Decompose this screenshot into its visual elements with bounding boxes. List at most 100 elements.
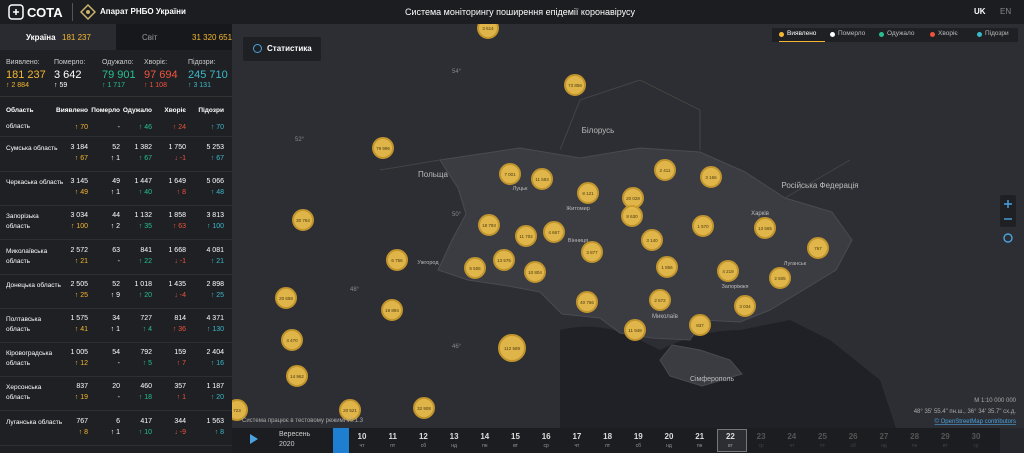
cluster-value[interactable]: 1 856 (661, 265, 673, 270)
region-name[interactable]: Запорізька область (6, 213, 39, 231)
cluster-marker[interactable] (689, 314, 711, 336)
timeline-weekday[interactable]: пн (911, 443, 918, 449)
cluster-value[interactable]: 112 589 (504, 346, 520, 351)
timeline-weekday[interactable]: пт (390, 443, 396, 449)
timeline-day[interactable]: 30 (971, 432, 981, 441)
column-header[interactable]: Підозри (198, 107, 224, 114)
cluster-value[interactable]: 20 658 (279, 296, 293, 301)
region-name[interactable]: Миколаївська область (6, 247, 48, 265)
cluster-value[interactable]: 5 555 (469, 266, 481, 271)
legend-label[interactable]: Одужало (887, 30, 915, 37)
cluster-value[interactable]: 13 565 (758, 226, 772, 231)
region-name[interactable]: Черкаська область (6, 179, 64, 187)
legend-dot[interactable] (930, 32, 935, 37)
cluster-marker[interactable] (499, 163, 521, 185)
cluster-marker[interactable] (413, 397, 435, 419)
cluster-value[interactable]: 19 894 (385, 308, 399, 313)
timeline-day[interactable]: 26 (848, 432, 858, 441)
timeline-weekday[interactable]: ср (973, 443, 979, 449)
selected-day[interactable] (717, 429, 748, 452)
tab-world[interactable] (116, 24, 232, 50)
cluster-marker[interactable] (734, 295, 756, 317)
cluster-value[interactable]: 30 764 (296, 218, 310, 223)
cluster-value[interactable]: 10 804 (528, 270, 542, 275)
cluster-marker[interactable] (531, 168, 553, 190)
timeline-day[interactable]: 20 (664, 432, 674, 441)
logo-text[interactable]: СОТА (27, 5, 63, 20)
cluster-marker[interactable] (641, 229, 663, 251)
cluster-value[interactable]: 11 948 (628, 328, 642, 333)
region-name[interactable]: Полтавська область (6, 316, 42, 333)
org-name[interactable]: Апарат РНБО України (100, 7, 186, 16)
cluster-marker[interactable] (339, 399, 361, 421)
column-header[interactable]: Хворіє (164, 107, 186, 114)
cluster-marker[interactable] (654, 159, 676, 181)
timeline-day[interactable]: 27 (879, 432, 889, 441)
cluster-value[interactable]: 8 121 (582, 191, 594, 196)
timeline-weekday[interactable]: вт (942, 443, 948, 449)
legend-label[interactable]: Підозри (985, 30, 1009, 37)
timeline-day[interactable]: 10 (357, 432, 367, 441)
cluster-value[interactable]: 4 219 (722, 269, 734, 274)
cluster-marker[interactable] (621, 205, 643, 227)
cluster-value[interactable]: 3 034 (739, 304, 751, 309)
cluster-value[interactable]: 20 521 (343, 408, 357, 413)
timeline-weekday[interactable]: пн (696, 443, 703, 449)
region-name[interactable]: Сумська область (6, 145, 58, 152)
stats-icon[interactable] (253, 44, 262, 53)
cluster-marker[interactable] (649, 289, 671, 311)
cluster-marker[interactable] (807, 237, 829, 259)
cluster-marker[interactable] (498, 334, 526, 362)
cluster-marker[interactable] (493, 249, 515, 271)
cluster-marker[interactable] (577, 182, 599, 204)
timeline-day[interactable]: 24 (787, 432, 797, 441)
timeline-prev[interactable] (333, 428, 349, 453)
cluster-marker[interactable] (464, 257, 486, 279)
map[interactable]: 54° 52° 50° 48° 46° Білорусь Польща Російська Ф… (232, 24, 1024, 453)
legend-label[interactable]: Виявлено (787, 30, 817, 37)
cluster-marker[interactable] (515, 225, 537, 247)
cluster-value[interactable]: 2 572 (654, 298, 666, 303)
cluster-value[interactable]: 11 702 (519, 234, 533, 239)
cluster-marker[interactable] (524, 261, 546, 283)
timeline-weekday[interactable]: вт (513, 443, 518, 449)
cluster-value[interactable]: 13 575 (497, 258, 511, 263)
timeline-day[interactable]: 12 (418, 432, 428, 441)
cluster-marker[interactable] (286, 365, 308, 387)
timeline-weekday[interactable]: нд (451, 443, 457, 449)
timeline-day[interactable]: 19 (633, 432, 643, 441)
cluster-marker[interactable] (656, 256, 678, 278)
tab-label[interactable]: Світ (142, 33, 158, 42)
cluster-marker[interactable] (281, 329, 303, 351)
cluster-marker[interactable] (232, 399, 248, 421)
cluster-marker[interactable] (275, 287, 297, 309)
timeline-day[interactable]: 16 (541, 432, 551, 441)
cluster-marker[interactable] (576, 291, 598, 313)
region-name[interactable]: Донецька область (6, 281, 61, 289)
timeline-day[interactable]: 25 (818, 432, 827, 441)
cluster-value[interactable]: 40 766 (580, 300, 594, 305)
cluster-marker[interactable] (581, 241, 603, 263)
map-attribution[interactable]: © OpenStreetMap contributors (935, 418, 1016, 425)
legend-dot[interactable] (879, 32, 884, 37)
cluster-marker[interactable] (700, 166, 722, 188)
cluster-marker[interactable] (478, 214, 500, 236)
cluster-marker[interactable] (477, 24, 499, 39)
tab-ukraine[interactable] (0, 24, 116, 50)
column-header[interactable]: Померло (91, 107, 120, 114)
cluster-value[interactable]: 73 856 (568, 83, 582, 88)
timeline-day[interactable]: 22 (725, 432, 735, 441)
cluster-value[interactable]: 4 667 (548, 230, 560, 235)
timeline-weekday[interactable]: чт (574, 443, 580, 449)
cluster-marker[interactable] (624, 319, 646, 341)
play-button[interactable] (250, 434, 258, 444)
timeline-weekday[interactable]: пн (482, 443, 488, 449)
legend-dot[interactable] (779, 32, 784, 37)
timeline-year[interactable]: 2020 (279, 441, 295, 448)
cluster-value[interactable]: 14 962 (290, 374, 304, 379)
cluster-value[interactable]: 3 166 (705, 175, 717, 180)
timeline-weekday[interactable]: чт (789, 443, 795, 449)
cluster-value[interactable]: 2 411 (660, 168, 671, 173)
region-name[interactable]: Луганська область (6, 418, 63, 426)
cluster-value[interactable]: 11 593 (535, 177, 549, 182)
